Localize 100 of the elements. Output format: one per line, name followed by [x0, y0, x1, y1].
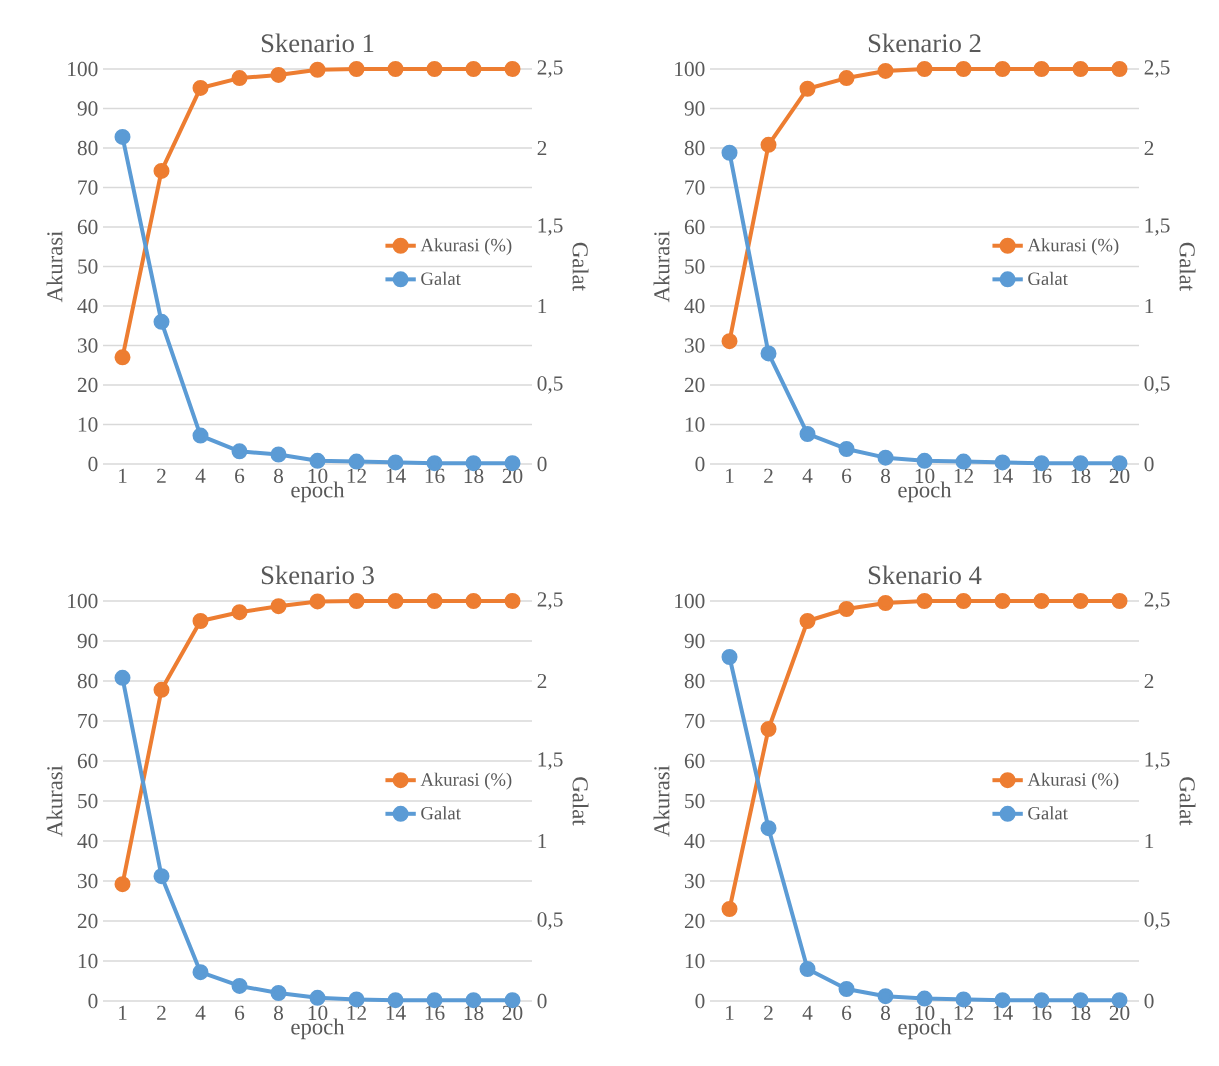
point — [721, 901, 738, 917]
point — [387, 60, 404, 77]
y-tick-label: 80 — [684, 673, 705, 689]
point — [153, 868, 170, 885]
y2-tick-label: 1 — [1145, 833, 1154, 849]
x-tick-label: 16 — [1032, 468, 1052, 484]
x-tick-label: 18 — [1071, 468, 1091, 484]
point — [270, 66, 287, 83]
x-axis-title: epoch — [898, 1018, 952, 1040]
y2-tick-label: 2 — [537, 140, 547, 156]
y-tick-label: 20 — [77, 377, 98, 393]
y2-tick-label: 2 — [537, 673, 547, 689]
y-tick-label: 0 — [88, 456, 98, 472]
point — [504, 592, 521, 609]
x-tick-label: 4 — [802, 468, 813, 483]
y2-tick-label: 1,5 — [1145, 752, 1170, 770]
y-tick-label: 30 — [684, 873, 705, 889]
point — [838, 440, 855, 457]
y-tick-label: 100 — [68, 61, 98, 77]
x-tick-label: 2 — [157, 1005, 166, 1020]
y2-tick-label: 2 — [1144, 673, 1154, 689]
point — [270, 598, 287, 615]
x-tick-label: 8 — [881, 468, 891, 484]
legend-label: Akurasi (%) — [1027, 772, 1119, 790]
x-tick-label: 4 — [802, 1005, 813, 1020]
point — [721, 144, 738, 161]
x-tick-label: 16 — [425, 1005, 445, 1021]
x-tick-label: 12 — [347, 1005, 366, 1020]
point — [114, 669, 131, 686]
point — [721, 648, 738, 665]
x-tick-label: 8 — [881, 1005, 891, 1021]
point — [309, 989, 326, 1006]
y2-axis-title: Galat — [1179, 777, 1196, 826]
y2-axis-title: Galat — [1179, 242, 1196, 291]
point — [1033, 592, 1050, 609]
x-tick-label: 10 — [915, 1005, 935, 1021]
y-tick-label: 20 — [77, 913, 98, 929]
x-tick-label: 20 — [502, 1005, 523, 1021]
y2-axis-title: Galat — [572, 242, 589, 291]
x-axis-title: epoch — [898, 481, 952, 503]
y-tick-label: 100 — [68, 593, 98, 609]
point — [1072, 60, 1089, 77]
x-tick-label: 10 — [308, 1005, 328, 1021]
point — [114, 128, 131, 145]
y-tick-label: 40 — [77, 833, 98, 849]
y-tick-label: 50 — [78, 259, 98, 274]
y-tick-label: 0 — [88, 993, 98, 1009]
point — [231, 977, 248, 994]
legend-label: Galat — [1028, 271, 1068, 286]
point — [955, 592, 972, 609]
x-tick-label: 14 — [386, 1005, 406, 1020]
point — [309, 593, 326, 610]
legend-label: Akurasi (%) — [420, 772, 512, 790]
x-tick-label: 10 — [308, 468, 328, 484]
point — [955, 60, 972, 77]
x-tick-label: 20 — [502, 468, 523, 484]
x-axis-title: epoch — [291, 481, 345, 503]
y2-tick-label: 2,5 — [1144, 60, 1170, 78]
y-tick-label: 50 — [685, 259, 705, 274]
point — [799, 80, 816, 97]
legend-label: Galat — [421, 271, 461, 286]
point — [799, 425, 816, 442]
legend-label: Akurasi (%) — [1027, 238, 1119, 256]
y-tick-label: 40 — [77, 298, 98, 314]
x-tick-label: 12 — [347, 468, 366, 483]
y2-tick-label: 0 — [537, 993, 547, 1009]
y-tick-label: 0 — [695, 456, 705, 472]
y-tick-label: 100 — [675, 61, 705, 77]
point — [994, 60, 1011, 77]
y-tick-label: 20 — [684, 913, 705, 929]
y2-tick-label: 1 — [538, 833, 547, 849]
y2-tick-label: 0 — [537, 456, 547, 472]
x-axis-title: epoch — [291, 1018, 345, 1040]
y-tick-label: 70 — [78, 713, 98, 729]
point — [309, 452, 326, 469]
y-tick-label: 10 — [78, 953, 98, 969]
y-axis-title: Akurasi — [46, 765, 63, 837]
y-tick-label: 70 — [685, 180, 705, 195]
point — [192, 79, 209, 96]
y-tick-label: 10 — [685, 417, 705, 432]
point — [192, 427, 209, 444]
y-tick-label: 10 — [78, 417, 98, 432]
x-tick-label: 20 — [1109, 1005, 1130, 1021]
y2-tick-label: 2,5 — [537, 592, 563, 610]
x-tick-label: 16 — [425, 468, 445, 484]
y-tick-label: 50 — [685, 793, 705, 809]
y2-tick-label: 0,5 — [537, 376, 563, 394]
point — [270, 446, 287, 463]
point — [877, 594, 894, 611]
y2-tick-label: 1,5 — [538, 752, 563, 770]
point — [994, 592, 1011, 609]
chart-title: Skenario 1 — [261, 33, 374, 53]
y2-tick-label: 2 — [1144, 140, 1154, 156]
y-axis-title: Akurasi — [46, 231, 63, 303]
y-tick-label: 90 — [77, 633, 98, 649]
point — [799, 961, 816, 977]
point — [114, 876, 131, 893]
x-tick-label: 6 — [842, 1005, 852, 1021]
x-tick-label: 1 — [726, 468, 734, 483]
y-tick-label: 50 — [78, 793, 98, 809]
